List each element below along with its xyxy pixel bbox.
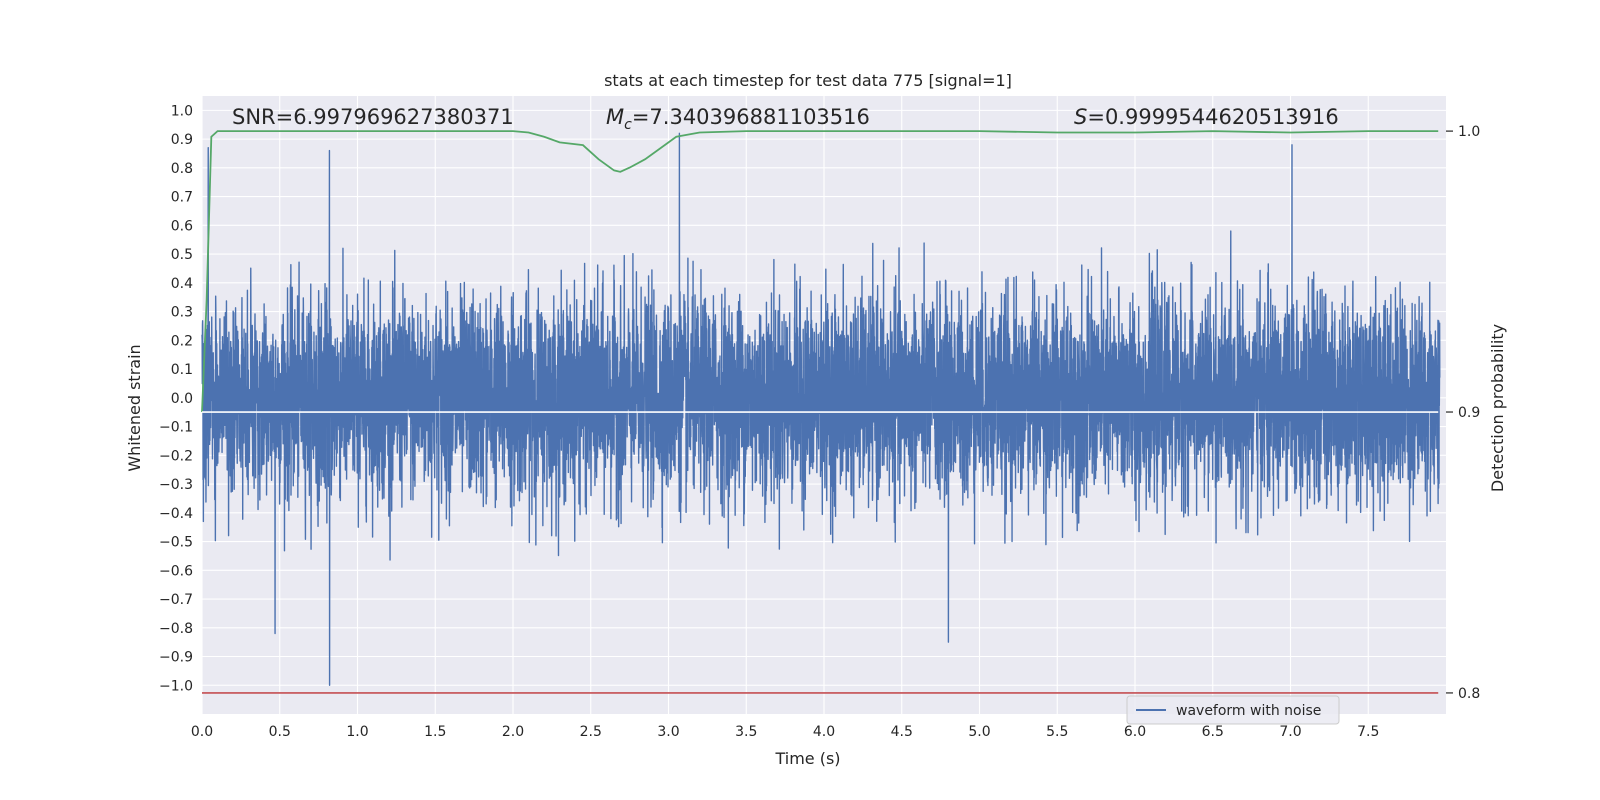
- y-axis: 1.0 0.9 0.8 0.7 0.6 0.5 0.4 0.3 0.2 0.1 0.0 −0.1 −0.…: [159, 103, 193, 694]
- x-tick-label: 6.5: [1202, 724, 1224, 740]
- x-axis-label: Time (s): [774, 749, 840, 768]
- y2-axis-label: Detection probability: [1488, 324, 1507, 492]
- x-tick-label: 7.0: [1279, 724, 1301, 740]
- x-tick-label: 0.0: [191, 724, 213, 740]
- y-tick-label: −0.3: [159, 477, 193, 493]
- legend: waveform with noise: [1126, 695, 1340, 725]
- y-tick-label: 0.9: [171, 132, 193, 148]
- y2-tick-label: 0.8: [1458, 686, 1480, 702]
- x-tick-label: 0.5: [269, 724, 291, 740]
- legend-box: [1126, 695, 1340, 725]
- probability-lines: [201, 130, 1439, 694]
- y-tick-label: 1.0: [171, 103, 193, 119]
- y-tick-label: −0.8: [159, 621, 193, 637]
- y-tick-label: 0.8: [171, 161, 193, 177]
- y-tick-label: 0.7: [171, 190, 193, 206]
- y-tick-label: 0.0: [171, 391, 193, 407]
- y-tick-label: −0.9: [159, 650, 193, 666]
- x-tick-label: 6.0: [1124, 724, 1146, 740]
- y-tick-label: −1.0: [159, 678, 193, 694]
- x-tick-label: 1.0: [346, 724, 368, 740]
- s-value: =0.9999544620513916: [1087, 105, 1338, 129]
- y-tick-label: −0.7: [159, 592, 193, 608]
- s-symbol: S: [1074, 105, 1087, 129]
- y-tick-label: 0.2: [171, 333, 193, 349]
- x-tick-label: 5.5: [1046, 724, 1068, 740]
- x-tick-label: 3.5: [735, 724, 757, 740]
- y-tick-label: 0.6: [171, 218, 193, 234]
- y-tick-label: −0.1: [159, 420, 193, 436]
- y-tick-label: −0.4: [159, 506, 193, 522]
- mc-symbol: M: [606, 105, 624, 129]
- y-tick-label: −0.6: [159, 563, 193, 579]
- x-tick-label: 1.5: [424, 724, 446, 740]
- waveform-line: [201, 132, 1441, 686]
- mc-value: =7.340396881103516: [632, 105, 870, 129]
- mc-annotation: Mc=7.340396881103516: [606, 105, 870, 133]
- chart-title: stats at each timestep for test data 775…: [604, 71, 1012, 90]
- waveform-series: [201, 132, 1441, 686]
- y-tick-label: 0.4: [171, 276, 193, 292]
- x-tick-label: 2.5: [580, 724, 602, 740]
- x-tick-label: 4.5: [891, 724, 913, 740]
- x-tick-label: 2.0: [502, 724, 524, 740]
- x-tick-label: 4.0: [813, 724, 835, 740]
- x-tick-label: 3.0: [657, 724, 679, 740]
- y-tick-label: −0.5: [159, 535, 193, 551]
- y-tick-label: 0.5: [171, 247, 193, 263]
- y2-tick-label: 0.9: [1458, 405, 1480, 421]
- y-axis-label: Whitened strain: [125, 344, 144, 471]
- y-tick-label: 0.3: [171, 305, 193, 321]
- legend-entry-waveform: waveform with noise: [1176, 703, 1321, 719]
- x-tick-label: 7.5: [1357, 724, 1379, 740]
- y-tick-label: −0.2: [159, 448, 193, 464]
- x-axis: 0.0 0.5 1.0 1.5 2.0 2.5 3.0 3.5 4.0 4.5 5.0 5.5 6.0 6…: [191, 724, 1380, 740]
- detection-probability-line: [201, 130, 1439, 413]
- y2-tick-label: 1.0: [1458, 124, 1480, 140]
- mc-subscript: c: [624, 117, 632, 133]
- s-annotation: S=0.9999544620513916: [1074, 105, 1339, 129]
- x-tick-label: 5.0: [968, 724, 990, 740]
- y-tick-label: 0.1: [171, 362, 193, 378]
- snr-annotation: SNR=6.997969627380371: [232, 105, 514, 129]
- y2-axis: 1.0 0.9 0.8: [1446, 124, 1480, 702]
